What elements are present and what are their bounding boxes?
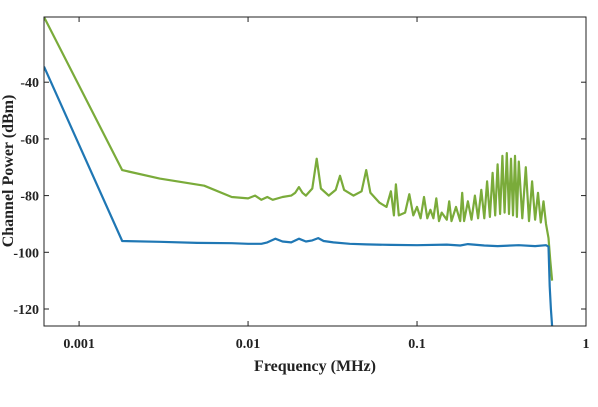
y-tick-label: -80	[20, 190, 39, 205]
y-tick-label: -60	[20, 133, 39, 148]
x-axis-title: Frequency (MHz)	[254, 358, 376, 375]
y-tick-label: -40	[20, 76, 39, 91]
series-line-2	[44, 66, 554, 326]
y-tick-label: -120	[13, 303, 39, 318]
x-tick-label: 0.01	[236, 337, 261, 352]
series-line-1	[44, 17, 554, 281]
y-tick-label: -100	[13, 246, 39, 261]
y-axis-title: Channel Power (dBm)	[0, 95, 17, 248]
plot-frame	[43, 16, 587, 327]
x-tick-label: 1	[583, 337, 590, 352]
x-tick-label: 0.001	[63, 337, 95, 352]
x-tick-label: 0.1	[408, 337, 426, 352]
